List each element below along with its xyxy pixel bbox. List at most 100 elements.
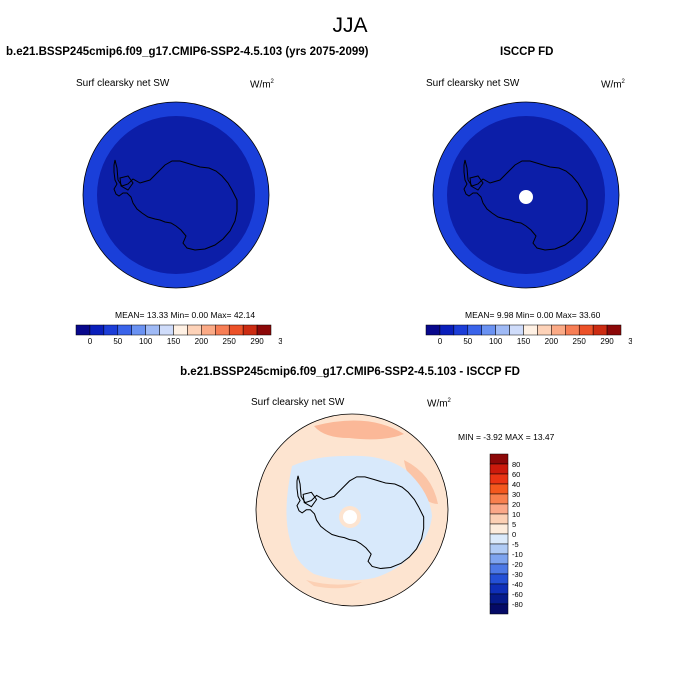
diff-colorbar-box-2 xyxy=(489,473,509,485)
obs-colorbar-tick-label: 100 xyxy=(489,337,503,346)
diff-colorbar-tick-label: 30 xyxy=(512,490,520,499)
obs-colorbar-box-3 xyxy=(467,324,482,336)
obs-polar-map xyxy=(432,101,620,289)
obs-colorbar-box-13 xyxy=(606,324,622,336)
obs-colorbar-box-7 xyxy=(523,324,538,336)
diff-colorbar-box-6 xyxy=(489,513,509,525)
diff-colorbar-tick-label: -40 xyxy=(512,580,523,589)
diff-colorbar-box-4 xyxy=(489,493,509,505)
obs-colorbar-box-8 xyxy=(537,324,552,336)
obs-colorbar-box-1 xyxy=(439,324,455,336)
model-map-interior xyxy=(97,116,255,274)
obs-pole-hole xyxy=(519,190,533,204)
diff-colorbar-tick-label: -60 xyxy=(512,590,523,599)
diff-panel-title: b.e21.BSSP245cmip6.f09_g17.CMIP6-SSP2-4.… xyxy=(180,366,520,378)
diff-colorbar-box-14 xyxy=(489,593,509,605)
model-colorbar-box-2 xyxy=(103,324,119,336)
obs-colorbar-box-2 xyxy=(453,324,469,336)
diff-antarctica-coastline xyxy=(296,475,425,570)
diff-colorbar-tick-label: -10 xyxy=(512,550,523,559)
obs-colorbar: 0 50 100 150 200 250 290 330 xyxy=(425,324,632,346)
model-units-label: W/m2 xyxy=(250,79,274,91)
model-colorbar-box-4 xyxy=(131,324,146,336)
model-panel-title: b.e21.BSSP245cmip6.f09_g17.CMIP6-SSP2-4.… xyxy=(6,46,369,58)
model-colorbar-box-9 xyxy=(201,324,216,336)
diff-colorbar-box-7 xyxy=(489,523,509,535)
diff-colorbar-tick-label: 5 xyxy=(512,520,516,529)
diff-colorbar-box-12 xyxy=(489,573,509,585)
obs-colorbar-box-12 xyxy=(592,324,608,336)
diff-colorbar-box-11 xyxy=(489,563,509,575)
model-variable-label: Surf clearsky net SW xyxy=(76,78,170,89)
model-colorbar-boxes: 0 50 100 150 200 250 290 330 xyxy=(75,324,282,346)
diff-colorbar-box-13 xyxy=(489,583,509,595)
diff-colorbar-tick-label: -5 xyxy=(512,540,519,549)
diff-positive-anomaly-north xyxy=(314,420,404,440)
model-colorbar-box-13 xyxy=(256,324,272,336)
diff-colorbar-tick-label: 80 xyxy=(512,460,520,469)
obs-colorbar-tick-label: 250 xyxy=(573,337,587,346)
figure-title: JJA xyxy=(332,14,368,37)
diff-colorbar-box-5 xyxy=(489,503,509,515)
diff-positive-anomaly-south xyxy=(306,580,362,589)
model-colorbar-box-12 xyxy=(242,324,258,336)
obs-colorbar-tick-label: 290 xyxy=(600,337,614,346)
obs-colorbar-box-10 xyxy=(565,324,580,336)
diff-units-label: W/m2 xyxy=(427,398,451,410)
diff-colorbar-box-3 xyxy=(489,483,509,495)
diff-colorbar-tick-label: 20 xyxy=(512,500,520,509)
obs-stats: MEAN= 9.98 Min= 0.00 Max= 33.60 xyxy=(465,310,601,320)
obs-units-label: W/m2 xyxy=(601,79,625,91)
model-colorbar: 0 50 100 150 200 250 290 330 xyxy=(75,324,282,346)
model-colorbar-box-1 xyxy=(89,324,105,336)
model-colorbar-tick-label: 50 xyxy=(113,337,122,346)
obs-colorbar-boxes: 0 50 100 150 200 250 290 330 xyxy=(425,324,632,346)
diff-colorbar-box-1 xyxy=(489,463,509,475)
obs-colorbar-box-11 xyxy=(578,324,594,336)
model-colorbar-tick-label: 150 xyxy=(167,337,181,346)
obs-antarctica-coastline xyxy=(463,159,588,251)
diff-positive-anomaly-east xyxy=(404,460,438,504)
obs-colorbar-tick-label: 150 xyxy=(517,337,531,346)
model-colorbar-box-10 xyxy=(215,324,230,336)
obs-colorbar-box-4 xyxy=(481,324,496,336)
model-colorbar-tick-label: 0 xyxy=(88,337,93,346)
obs-colorbar-tick-label: 50 xyxy=(463,337,472,346)
diff-colorbar-box-9 xyxy=(489,543,509,555)
diff-colorbar-tick-label: 40 xyxy=(512,480,520,489)
model-colorbar-box-6 xyxy=(159,324,174,336)
obs-variable-label: Surf clearsky net SW xyxy=(426,78,520,89)
obs-panel-title: ISCCP FD xyxy=(500,46,554,58)
obs-colorbar-box-0 xyxy=(425,324,441,336)
diff-stats: MIN = -3.92 MAX = 13.47 xyxy=(458,432,555,442)
model-colorbar-box-0 xyxy=(75,324,91,336)
model-colorbar-box-5 xyxy=(145,324,160,336)
diff-colorbar-tick-label: -30 xyxy=(512,570,523,579)
diff-map-outline xyxy=(255,413,449,607)
obs-colorbar-tick-label: 200 xyxy=(545,337,559,346)
obs-colorbar-box-9 xyxy=(551,324,566,336)
diff-pole-hole xyxy=(343,510,357,524)
model-colorbar-box-3 xyxy=(117,324,132,336)
model-colorbar-box-11 xyxy=(228,324,244,336)
model-colorbar-tick-label: 200 xyxy=(195,337,209,346)
model-colorbar-box-7 xyxy=(173,324,188,336)
diff-colorbar-box-15 xyxy=(489,603,509,615)
model-stats: MEAN= 13.33 Min= 0.00 Max= 42.14 xyxy=(115,310,256,320)
model-colorbar-box-8 xyxy=(187,324,202,336)
obs-colorbar-tick-label: 0 xyxy=(438,337,443,346)
diff-colorbar-tick-label: -80 xyxy=(512,600,523,609)
diff-colorbar-tick-label: 60 xyxy=(512,470,520,479)
diff-colorbar-box-0 xyxy=(489,453,509,465)
model-colorbar-tick-label: 290 xyxy=(250,337,264,346)
model-polar-map xyxy=(82,101,270,289)
model-colorbar-tick-label: 100 xyxy=(139,337,153,346)
diff-polar-map xyxy=(255,413,449,607)
obs-colorbar-box-6 xyxy=(509,324,524,336)
model-antarctica-coastline xyxy=(113,159,238,251)
diff-colorbar-box-10 xyxy=(489,553,509,565)
diff-colorbar-tick-label: 10 xyxy=(512,510,520,519)
diff-colorbar-tick-label: 0 xyxy=(512,530,516,539)
